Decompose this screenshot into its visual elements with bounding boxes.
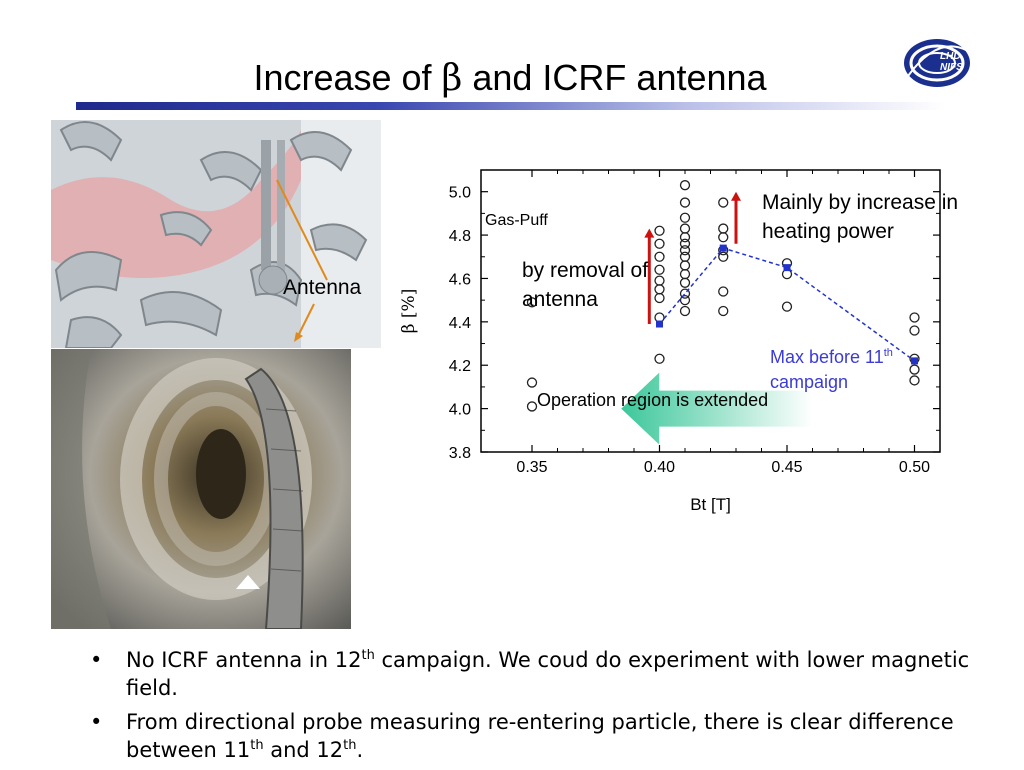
y-tick-label: 4.0 xyxy=(449,402,471,419)
bullet-sup: th xyxy=(361,648,375,663)
data-point xyxy=(679,288,691,299)
antenna-pointer-arrow xyxy=(294,303,315,342)
data-point xyxy=(654,264,665,275)
slide-title: Increase of β and ICRF antenna xyxy=(150,52,870,105)
max-envelope-marker xyxy=(656,320,663,328)
max-campaign-text: campaign xyxy=(770,372,849,392)
data-point xyxy=(654,238,665,249)
antenna-cad-render xyxy=(51,120,381,348)
lhd-nifs-logo: LHD NIFS xyxy=(904,39,970,87)
annotation-heating-power: Mainly by increase in heating power xyxy=(762,191,959,243)
data-point xyxy=(679,251,691,262)
data-point xyxy=(679,268,691,280)
data-point xyxy=(718,223,729,234)
max-envelope-line xyxy=(658,247,915,362)
data-point xyxy=(718,232,729,243)
bullet-sup-2: th xyxy=(343,738,357,753)
beta-vs-bt-chart: 3.8 4.0 4.2 4.4 4.6 4.8 5.0 0.35 0.40 0.45 0.50 Bt … xyxy=(399,169,941,514)
x-axis-label: Bt [T] xyxy=(690,495,731,514)
data-point xyxy=(718,197,729,208)
title-prefix: Increase of xyxy=(253,57,442,98)
data-point xyxy=(679,223,691,234)
data-point xyxy=(654,225,665,236)
increase-arrow-head xyxy=(731,191,741,201)
bullet-item-probe: • From directional probe measuring re-ent… xyxy=(90,708,970,764)
max-before-sup: th xyxy=(883,347,893,359)
bullet-text-end: campaign. We coud do experiment with low… xyxy=(126,648,970,700)
bullet-sup: th xyxy=(250,738,264,753)
operation-region-arrow xyxy=(621,372,813,445)
data-point xyxy=(909,375,920,386)
data-point xyxy=(654,251,665,262)
data-point xyxy=(526,377,538,388)
data-point xyxy=(526,401,538,412)
bullet-item-antenna: • No ICRF antenna in 12th campaign. We co… xyxy=(90,646,970,702)
data-point xyxy=(679,277,691,288)
y-tick-label: 4.4 xyxy=(449,315,471,332)
bullet-text: No ICRF antenna in 12 xyxy=(126,648,362,672)
annotation-max-before: Max before 11th campaign xyxy=(770,341,893,395)
data-point xyxy=(909,364,920,375)
data-point xyxy=(718,251,729,262)
data-point xyxy=(654,275,665,286)
data-point xyxy=(679,180,691,191)
data-point xyxy=(679,232,691,243)
bullet-dot: • xyxy=(90,648,103,672)
y-tick-label: 5.0 xyxy=(449,185,471,202)
operation-region-label: Operation region is extended xyxy=(537,390,769,410)
data-point xyxy=(679,260,691,271)
bullet-text: From directional probe measuring re-ente… xyxy=(126,710,954,762)
data-point xyxy=(679,238,691,249)
increase-arrow-head xyxy=(644,228,655,238)
svg-text:NIFS: NIFS xyxy=(940,62,963,73)
data-point xyxy=(654,292,665,304)
x-tick-label: 0.45 xyxy=(771,459,802,476)
data-point xyxy=(654,284,665,295)
beta-symbol: β xyxy=(441,58,463,99)
y-tick-label: 3.8 xyxy=(449,445,471,462)
antenna-label: Antenna xyxy=(283,276,362,299)
svg-text:LHD: LHD xyxy=(940,51,961,62)
bullet-list: • No ICRF antenna in 12th campaign. We co… xyxy=(90,646,970,770)
x-tick-label: 0.50 xyxy=(899,459,930,476)
data-point xyxy=(679,212,691,223)
vacuum-vessel-photo xyxy=(51,349,351,629)
data-point xyxy=(654,353,665,364)
y-tick-label: 4.8 xyxy=(449,228,471,245)
data-point xyxy=(909,312,920,323)
data-point xyxy=(718,305,729,317)
data-point xyxy=(909,325,920,336)
annotation-antenna-removal: by removal of antenna xyxy=(522,259,649,311)
x-tick-label: 0.35 xyxy=(516,459,547,476)
x-tick-label: 0.40 xyxy=(644,459,675,476)
y-tick-label: 4.2 xyxy=(449,358,471,375)
y-axis-label: β [%] xyxy=(399,289,419,334)
bullet-text-mid: and 12 xyxy=(263,738,344,762)
bullet-dot: • xyxy=(90,710,103,734)
y-tick-label: 4.6 xyxy=(449,271,471,288)
max-before-text: Max before 11 xyxy=(770,347,884,367)
data-point xyxy=(526,297,538,308)
title-suffix: and ICRF antenna xyxy=(462,57,767,98)
max-envelope-marker xyxy=(719,244,727,252)
data-point xyxy=(679,197,691,208)
data-point xyxy=(718,286,729,297)
title-underline-bar xyxy=(76,102,946,110)
bullet-text-end: . xyxy=(356,738,364,762)
data-point xyxy=(679,245,691,256)
legend-gas-puff: Gas-Puff xyxy=(485,212,548,229)
data-point xyxy=(679,305,691,317)
max-envelope-marker xyxy=(911,357,918,365)
max-envelope-marker xyxy=(783,264,791,272)
data-point xyxy=(781,301,793,312)
